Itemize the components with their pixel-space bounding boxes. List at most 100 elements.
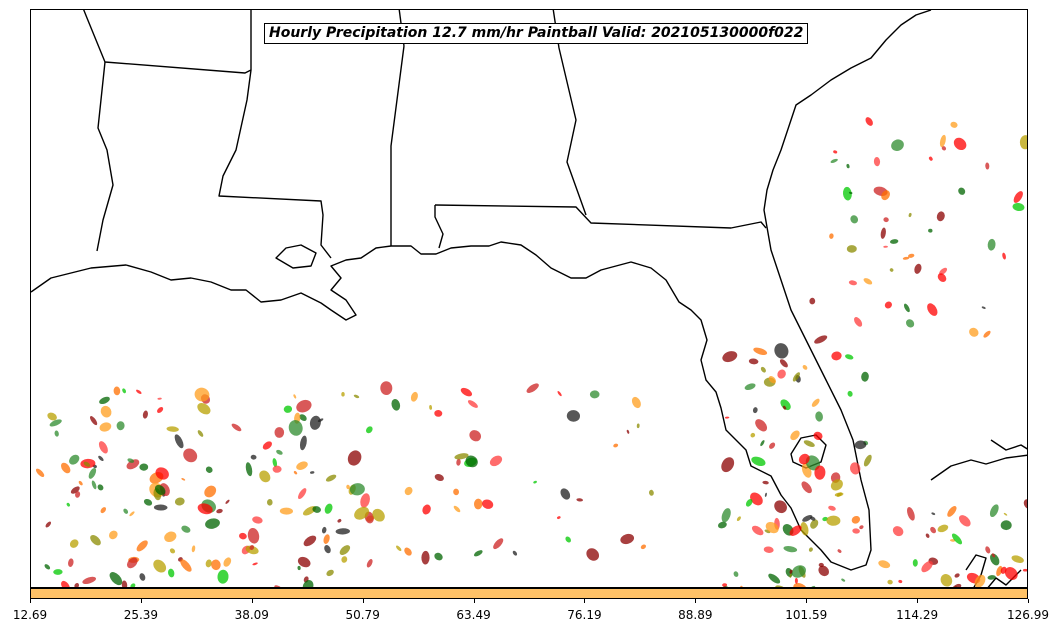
precip-blob	[205, 518, 220, 529]
precip-blob	[809, 297, 816, 305]
precip-blob	[266, 499, 273, 506]
colorbar-tick-mark	[917, 599, 919, 603]
precip-blob	[404, 547, 412, 556]
colorbar-tick-mark	[695, 599, 697, 603]
precip-blob	[880, 227, 886, 239]
precip-blob	[769, 442, 776, 449]
precip-blob	[940, 574, 953, 587]
precip-blob	[312, 506, 321, 513]
precip-blob	[225, 499, 230, 504]
coastline	[275, 244, 317, 269]
precip-blob	[774, 500, 787, 514]
precip-blob	[74, 582, 79, 587]
precip-blob	[859, 525, 864, 530]
precip-blob	[183, 448, 198, 463]
precip-blob	[912, 559, 918, 567]
precip-blob	[846, 245, 857, 253]
precip-blob	[780, 399, 791, 411]
precip-blob	[985, 162, 990, 170]
state-border	[218, 10, 332, 259]
colorbar-tick-mark	[806, 599, 808, 603]
precip-blob	[434, 409, 443, 417]
precip-blob	[950, 121, 958, 128]
state-border	[434, 205, 444, 249]
state-border	[434, 204, 767, 229]
precip-blob	[69, 539, 79, 548]
precip-blob	[783, 546, 798, 553]
precip-blob	[174, 434, 184, 449]
precip-blob	[750, 432, 756, 438]
precip-blob	[127, 458, 135, 463]
precip-blob	[98, 455, 104, 461]
precip-blob	[310, 471, 315, 474]
precip-blob	[852, 528, 860, 534]
colorbar-tick-mark	[30, 599, 31, 603]
precip-blob	[789, 573, 792, 578]
precip-blob	[245, 462, 253, 477]
precip-blob	[613, 443, 619, 448]
precip-blob	[293, 394, 297, 399]
precip-blob	[751, 456, 766, 466]
precip-blob	[845, 354, 854, 360]
colorbar-tick-label: 63.49	[456, 608, 491, 622]
precip-blob	[830, 479, 843, 491]
precip-blob	[75, 491, 81, 498]
precip-blob	[324, 545, 331, 554]
precip-blob	[123, 508, 129, 514]
precip-blob	[930, 526, 937, 534]
precip-blob	[481, 499, 494, 509]
precip-blob	[811, 585, 816, 587]
precip-blob	[1012, 202, 1025, 212]
precip-blob	[873, 157, 881, 167]
colorbar-tick-label: 76.19	[567, 608, 602, 622]
precip-blob	[902, 256, 910, 260]
precip-blob	[928, 156, 933, 161]
colorbar-tick-mark	[473, 599, 475, 603]
precip-blob	[168, 568, 175, 578]
precip-blob	[130, 583, 136, 587]
precip-blob	[1002, 252, 1006, 260]
precip-blob	[299, 435, 307, 451]
precip-blob	[410, 391, 418, 402]
precip-blob	[247, 527, 260, 544]
precip-blob	[434, 473, 444, 482]
precip-blob	[936, 211, 945, 222]
precip-blob	[847, 390, 853, 397]
precip-blob	[1022, 568, 1027, 572]
precip-blob	[335, 528, 350, 535]
precip-blob	[724, 416, 730, 419]
precip-blob	[181, 525, 191, 533]
precip-blob	[299, 414, 307, 421]
precip-blob	[122, 388, 127, 394]
precip-blob	[768, 573, 781, 584]
precip-blob	[83, 461, 91, 467]
precip-blob	[298, 488, 307, 500]
precip-blob	[69, 454, 80, 465]
precip-blob	[61, 462, 71, 474]
precip-blob	[842, 186, 852, 201]
precip-blob	[155, 467, 169, 480]
precip-blob	[987, 575, 996, 580]
state-border	[96, 61, 114, 252]
precip-blob	[790, 430, 800, 441]
precip-blob	[360, 493, 370, 508]
precip-blob	[745, 499, 753, 507]
precip-blob	[422, 504, 431, 515]
precip-blob	[54, 430, 59, 437]
precip-blob	[288, 420, 303, 436]
precip-blob	[983, 330, 991, 338]
precip-blob	[921, 560, 933, 573]
precip-blob	[205, 559, 212, 568]
precip-blob	[792, 372, 800, 382]
precip-blob	[752, 407, 758, 414]
precip-blob	[116, 421, 125, 431]
precip-blob	[914, 263, 922, 274]
precip-blob	[987, 238, 996, 251]
precip-blob	[939, 134, 946, 148]
precip-blob	[878, 560, 891, 569]
precip-blob	[740, 585, 744, 587]
precip-blob	[100, 405, 112, 418]
colorbar	[30, 588, 1028, 599]
precip-blob	[906, 319, 915, 328]
precip-blob	[526, 383, 539, 393]
